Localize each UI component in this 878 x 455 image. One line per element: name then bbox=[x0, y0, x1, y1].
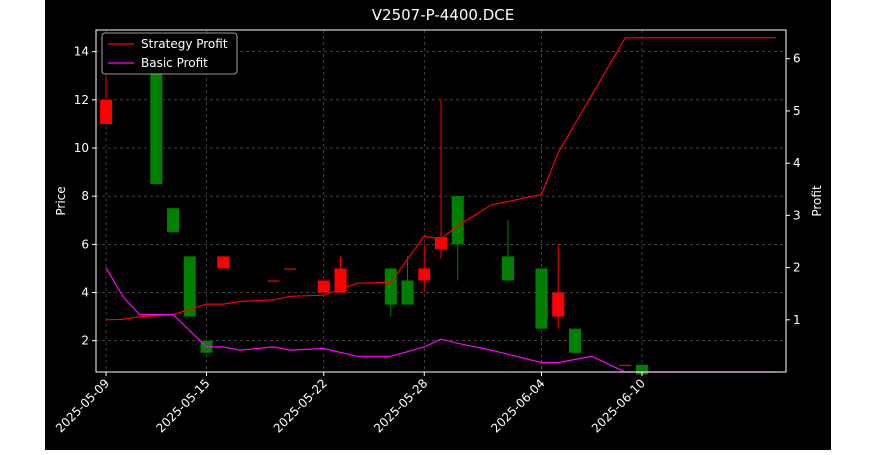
x-tick-label: 2025-06-10 bbox=[589, 376, 648, 435]
chart-title: V2507-P-4400.DCE bbox=[372, 6, 514, 24]
x-tick-label: 2025-05-28 bbox=[371, 376, 430, 435]
legend: Strategy Profit Basic Profit bbox=[101, 32, 238, 75]
candle-body bbox=[619, 364, 632, 366]
candle-body bbox=[150, 51, 163, 185]
candle-body bbox=[418, 268, 431, 281]
strategy-profit-line bbox=[105, 37, 776, 321]
candle-body bbox=[568, 328, 581, 353]
y-right-tick-label: 4 bbox=[793, 156, 801, 170]
y-tick-label: 14 bbox=[74, 45, 89, 59]
basic-profit-line bbox=[105, 267, 776, 373]
plot-frame bbox=[95, 29, 787, 373]
y-tick-label: 2 bbox=[81, 334, 89, 348]
legend-box bbox=[101, 32, 238, 75]
legend-label-strategy-profit: Strategy Profit bbox=[141, 37, 228, 51]
candle-body bbox=[435, 237, 447, 250]
y-right-tick-label: 2 bbox=[793, 261, 801, 275]
candle-body bbox=[552, 292, 565, 317]
y-tick-label: 4 bbox=[81, 286, 89, 300]
y-right-tick-label: 5 bbox=[793, 104, 801, 118]
x-tick-label: 2025-05-22 bbox=[271, 376, 330, 435]
candle-body bbox=[535, 268, 548, 329]
candle-body bbox=[217, 256, 230, 269]
x-tick-label: 2025-05-09 bbox=[53, 376, 112, 435]
candle-body bbox=[267, 280, 280, 282]
candle-body bbox=[635, 364, 648, 375]
candle-body bbox=[451, 196, 464, 245]
candle-body bbox=[284, 268, 297, 270]
y-right-tick-label: 1 bbox=[793, 313, 801, 327]
y-axis-label: Price bbox=[54, 186, 68, 215]
y-right-tick-label: 3 bbox=[793, 208, 801, 222]
y-tick-label: 12 bbox=[74, 93, 89, 107]
candle-body bbox=[334, 268, 347, 293]
y-right-tick-label: 6 bbox=[793, 52, 801, 66]
candle-body bbox=[100, 99, 113, 124]
y-tick-label: 10 bbox=[74, 141, 89, 155]
x-tick-label: 2025-05-15 bbox=[153, 376, 212, 435]
candle-body bbox=[384, 268, 397, 305]
candle-body bbox=[183, 256, 196, 317]
profit-lines bbox=[105, 37, 776, 373]
candle-body bbox=[401, 280, 414, 305]
chart-figure: V2507-P-4400.DCE 2 4 6 8 10 12 14 2025-05-09 202… bbox=[45, 0, 831, 450]
y-tick-label: 6 bbox=[81, 237, 89, 251]
candle-body bbox=[167, 208, 180, 233]
legend-label-basic-profit: Basic Profit bbox=[141, 56, 208, 70]
x-tick-label: 2025-06-04 bbox=[488, 376, 547, 435]
candle-body bbox=[317, 280, 330, 293]
y-tick-label: 8 bbox=[81, 189, 89, 203]
candle-body bbox=[501, 256, 514, 281]
y-axis-right-label: Profit bbox=[810, 185, 824, 217]
